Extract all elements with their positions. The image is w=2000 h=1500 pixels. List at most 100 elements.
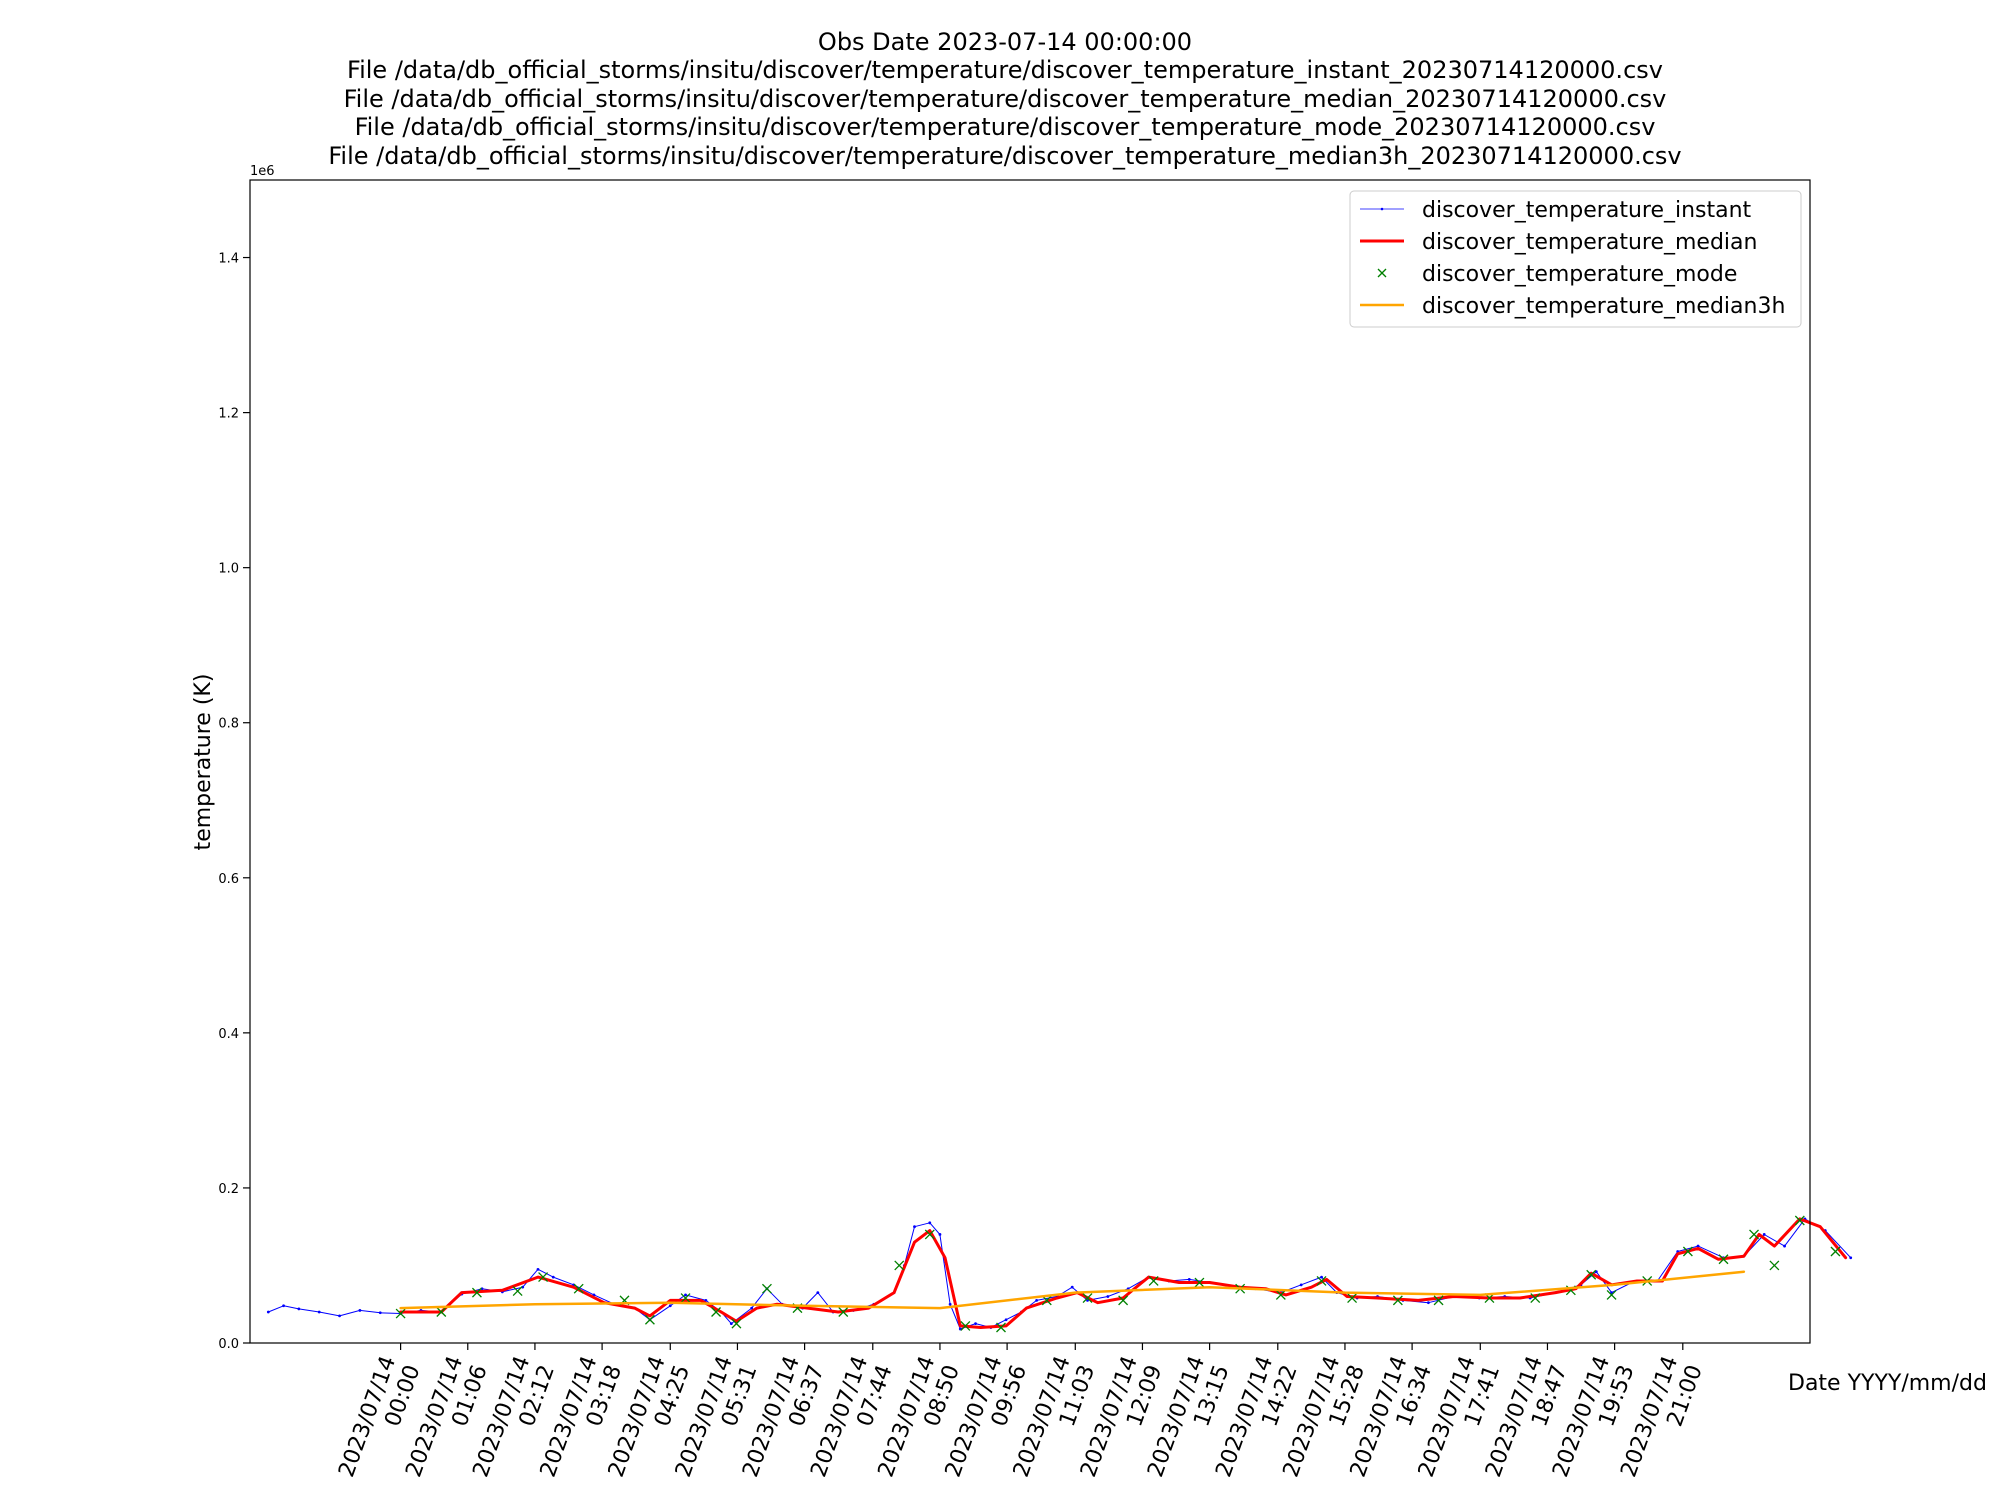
- instant-point: [1004, 1318, 1008, 1322]
- instant-point: [816, 1291, 820, 1295]
- y-tick-label: 0.8: [218, 717, 239, 732]
- mode-x-marker: [395, 1308, 406, 1319]
- title-line-instant-file: File /data/db_official_storms/insitu/dis…: [347, 56, 1663, 84]
- series-layer: [266, 1215, 1853, 1333]
- instant-point: [338, 1314, 341, 1318]
- instant-point: [358, 1309, 362, 1312]
- legend-mode-label: discover_temperature_mode: [1422, 262, 1737, 287]
- y-axis-label: temperature (K): [191, 674, 216, 851]
- legend-median3h-label: discover_temperature_median3h: [1422, 294, 1785, 319]
- instant-point: [1696, 1244, 1700, 1248]
- mode-x-marker: [1749, 1229, 1759, 1240]
- instant-point: [928, 1221, 932, 1225]
- mode-x-marker: [1392, 1295, 1403, 1306]
- instant-point: [1070, 1285, 1074, 1289]
- y-tick-label: 1.2: [218, 407, 239, 422]
- instant-point: [1783, 1244, 1786, 1248]
- mode-x-marker: [1347, 1293, 1358, 1303]
- legend-entry-mode: discover_temperature_mode: [1377, 262, 1737, 287]
- title-line-median-file: File /data/db_official_storms/insitu/dis…: [344, 85, 1667, 113]
- mode-x-marker: [1316, 1276, 1327, 1286]
- legend-mode-x-icon: [1377, 268, 1387, 278]
- instant-point: [974, 1322, 977, 1326]
- mode-x-marker: [761, 1283, 772, 1294]
- mode-x-marker: [1082, 1293, 1093, 1303]
- instant-point: [684, 1293, 687, 1297]
- mode-x-marker: [1530, 1293, 1541, 1303]
- legend-entry-median: discover_temperature_median: [1360, 230, 1757, 255]
- mode-x-marker: [1433, 1295, 1444, 1306]
- mode-x-marker: [838, 1307, 849, 1317]
- title-line-median3h-file: File /data/db_official_storms/insitu/dis…: [328, 142, 1681, 170]
- mode-x-marker: [1148, 1276, 1159, 1286]
- instant-point: [913, 1225, 916, 1229]
- instant-point: [704, 1298, 708, 1302]
- series-discover_temperature_mode: [395, 1215, 1841, 1333]
- instant-point: [1299, 1283, 1303, 1287]
- y-tick-label: 1.0: [218, 562, 239, 577]
- x-axis: 2023/07/1400:002023/07/1401:062023/07/14…: [334, 1343, 1708, 1481]
- instant-point: [1762, 1233, 1766, 1236]
- instant-point: [750, 1306, 754, 1310]
- mode-x-marker: [680, 1293, 691, 1303]
- chart-title: Obs Date 2023-07-14 00:00:00 File /data/…: [328, 28, 1681, 170]
- series-line-discover_temperature_median3h: [399, 1270, 1746, 1310]
- mode-x-marker: [538, 1272, 549, 1283]
- mode-x-marker: [1682, 1246, 1693, 1257]
- legend-box: [1349, 190, 1802, 328]
- legend-median-label: discover_temperature_median: [1422, 230, 1757, 255]
- mode-x-marker: [573, 1283, 584, 1294]
- title-line-obs-date: Obs Date 2023-07-14 00:00:00: [818, 28, 1192, 56]
- y-tick-label: 1.4: [218, 252, 239, 267]
- mode-x-marker: [644, 1314, 655, 1325]
- mode-x-marker: [1275, 1289, 1286, 1300]
- instant-point: [1320, 1275, 1323, 1279]
- y-tick-label: 0.2: [218, 1182, 239, 1197]
- mode-x-marker: [711, 1307, 722, 1317]
- instant-point: [1426, 1301, 1430, 1305]
- series-discover_temperature_median3h: [399, 1270, 1746, 1310]
- instant-point: [297, 1307, 301, 1311]
- legend-instant-dot-icon: [1380, 207, 1384, 211]
- mode-x-marker: [731, 1318, 742, 1329]
- plot-frame: [249, 179, 1811, 1344]
- instant-point: [1035, 1298, 1039, 1302]
- instant-point: [1106, 1295, 1110, 1298]
- legend-entry-median3h: discover_temperature_median3h: [1360, 294, 1785, 319]
- instant-point: [551, 1275, 555, 1279]
- mode-x-marker: [924, 1229, 935, 1240]
- instant-point: [1610, 1291, 1613, 1295]
- mode-x-marker: [436, 1307, 447, 1317]
- instant-point: [938, 1233, 942, 1236]
- mode-x-marker: [512, 1286, 523, 1297]
- y-axis: 0.0 0.2 0.4 0.6 0.8 1.0 1.2 1.4: [218, 252, 250, 1352]
- instant-point: [668, 1304, 672, 1308]
- mode-x-marker: [1794, 1215, 1805, 1226]
- mode-x-marker: [1830, 1246, 1841, 1257]
- legend: discover_temperature_instant discover_te…: [1349, 190, 1802, 328]
- mode-x-marker: [1769, 1260, 1780, 1271]
- mode-x-marker: [1606, 1289, 1617, 1300]
- mode-x-marker: [894, 1260, 905, 1271]
- mode-x-marker: [1718, 1254, 1729, 1265]
- y-tick-label: 0.4: [218, 1027, 239, 1042]
- instant-point: [282, 1304, 285, 1308]
- mode-x-marker: [1586, 1269, 1597, 1280]
- instant-point: [378, 1311, 382, 1315]
- mode-x-marker: [1194, 1277, 1205, 1288]
- mode-x-marker: [996, 1322, 1006, 1333]
- instant-point: [536, 1267, 540, 1271]
- legend-entry-instant: discover_temperature_instant: [1360, 198, 1752, 223]
- instant-point: [1849, 1256, 1853, 1260]
- instant-point: [729, 1322, 733, 1326]
- mode-x-marker: [960, 1320, 971, 1331]
- mode-x-marker: [1118, 1295, 1129, 1306]
- y-tick-label: 0.6: [218, 872, 239, 887]
- instant-point: [948, 1302, 952, 1306]
- plot-area: [249, 179, 1853, 1344]
- instant-point: [266, 1310, 270, 1314]
- instant-point: [1187, 1278, 1191, 1281]
- x-axis-label: Date YYYY/mm/dd: [1788, 1371, 1987, 1396]
- legend-instant-label: discover_temperature_instant: [1422, 198, 1752, 223]
